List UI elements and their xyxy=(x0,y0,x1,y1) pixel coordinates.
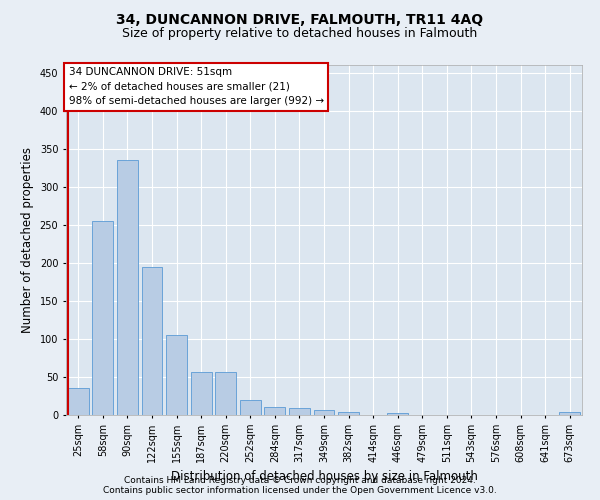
Bar xyxy=(559,412,580,415)
Bar xyxy=(387,412,408,415)
Bar xyxy=(166,335,187,415)
Bar xyxy=(338,412,359,415)
Text: Size of property relative to detached houses in Falmouth: Size of property relative to detached ho… xyxy=(122,28,478,40)
Bar xyxy=(142,266,163,415)
Text: 34 DUNCANNON DRIVE: 51sqm
← 2% of detached houses are smaller (21)
98% of semi-d: 34 DUNCANNON DRIVE: 51sqm ← 2% of detach… xyxy=(68,66,324,106)
Bar xyxy=(314,410,334,415)
Text: Contains public sector information licensed under the Open Government Licence v3: Contains public sector information licen… xyxy=(103,486,497,495)
Bar xyxy=(240,400,261,415)
Bar xyxy=(68,388,89,415)
Bar xyxy=(191,372,212,415)
Bar xyxy=(92,221,113,415)
Text: 34, DUNCANNON DRIVE, FALMOUTH, TR11 4AQ: 34, DUNCANNON DRIVE, FALMOUTH, TR11 4AQ xyxy=(116,12,484,26)
Y-axis label: Number of detached properties: Number of detached properties xyxy=(21,147,34,333)
Bar xyxy=(215,372,236,415)
Bar xyxy=(289,408,310,415)
Bar xyxy=(117,160,138,415)
Text: Contains HM Land Registry data © Crown copyright and database right 2024.: Contains HM Land Registry data © Crown c… xyxy=(124,476,476,485)
Bar xyxy=(265,406,286,415)
X-axis label: Distribution of detached houses by size in Falmouth: Distribution of detached houses by size … xyxy=(170,470,478,484)
